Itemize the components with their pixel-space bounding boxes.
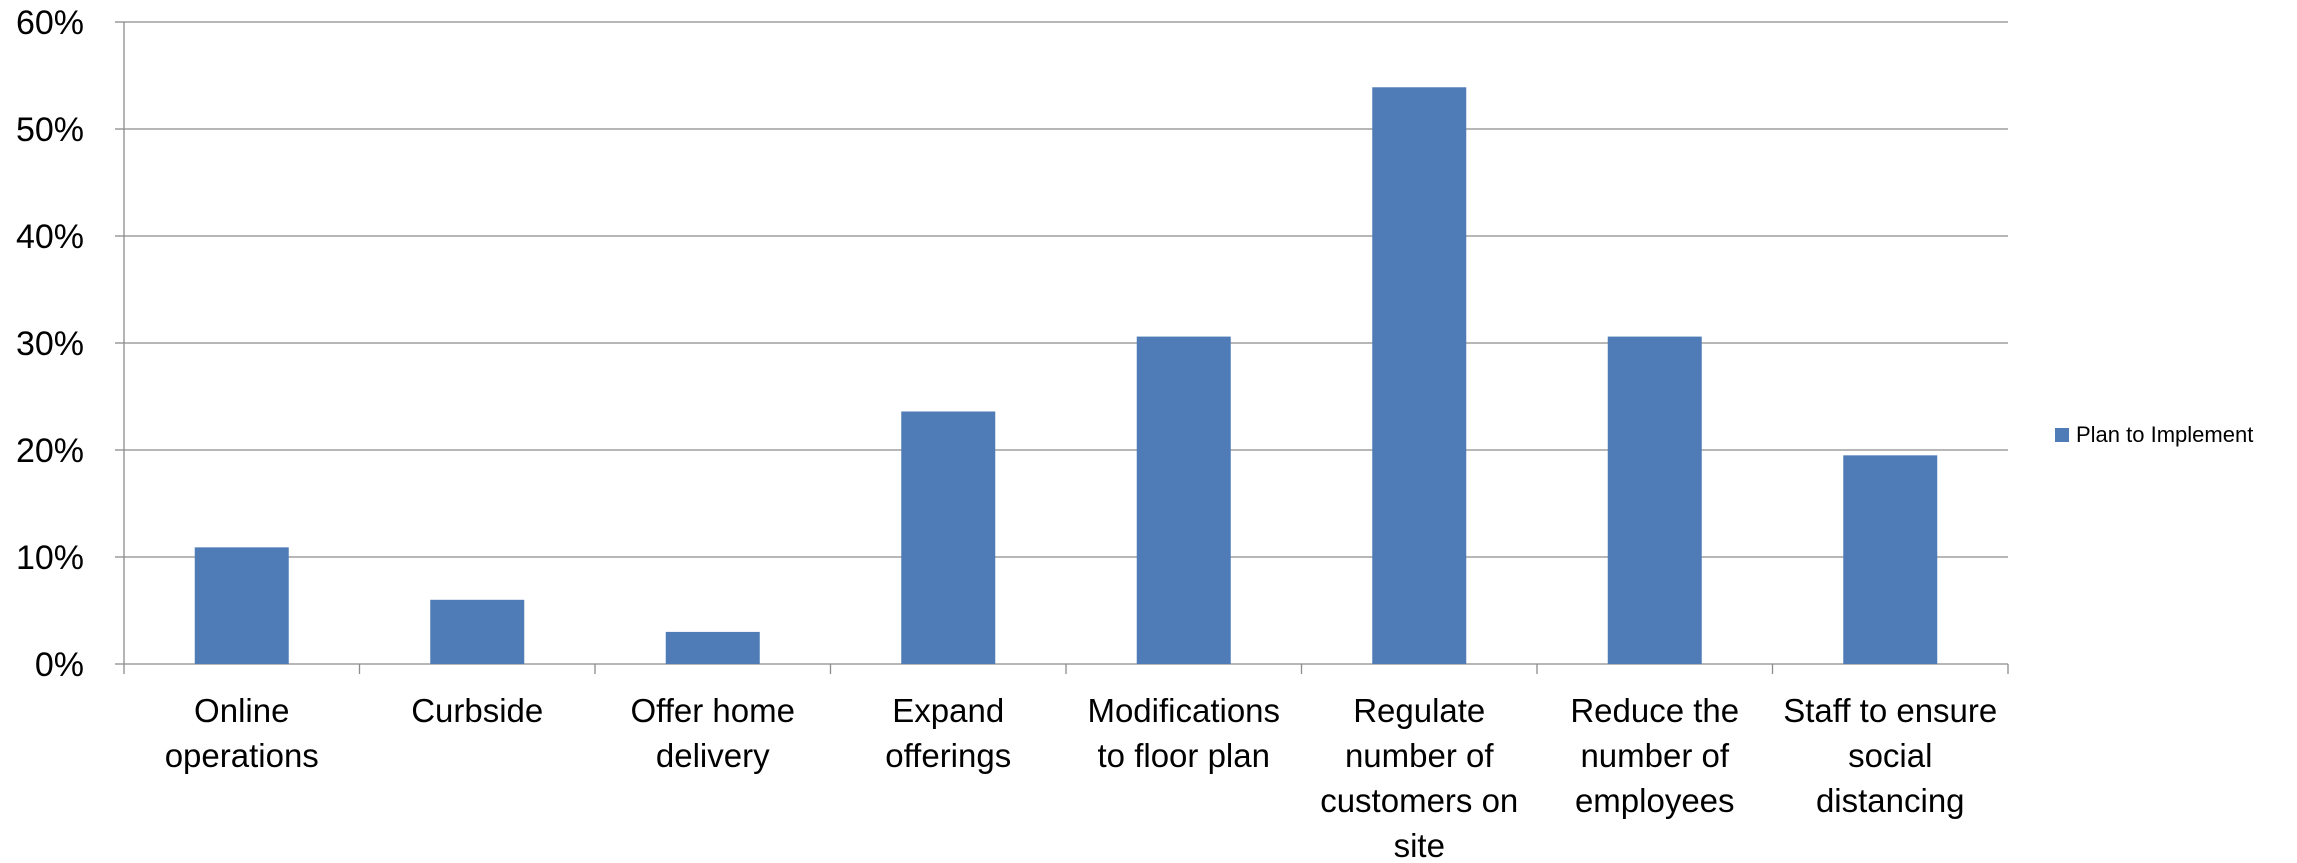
bar bbox=[1843, 455, 1938, 664]
legend-swatch bbox=[2055, 428, 2069, 442]
bar bbox=[1136, 336, 1231, 664]
x-axis: Online operations Curbside Offer home delive… bbox=[123, 663, 2009, 863]
y-tick-label: 0% bbox=[35, 646, 84, 684]
bar bbox=[1372, 87, 1467, 664]
x-tick-label-line: distancing bbox=[1816, 782, 1965, 819]
x-tick-label-line: delivery bbox=[656, 737, 770, 774]
y-tick-label: 10% bbox=[16, 539, 84, 577]
x-tick-label-line: Staff to ensure bbox=[1783, 692, 1997, 729]
bar bbox=[430, 599, 525, 664]
x-tick-label-line: number of bbox=[1580, 737, 1729, 774]
legend: Plan to Implement bbox=[2055, 422, 2253, 447]
x-tick-label-line: Regulate bbox=[1353, 692, 1485, 729]
y-tick-label: 40% bbox=[16, 218, 84, 256]
y-tick-label: 20% bbox=[16, 432, 84, 470]
y-axis: 0% 10% 20% 30% 40% 50% 60% bbox=[16, 4, 125, 684]
bar bbox=[901, 411, 996, 664]
x-tick-label-line: Expand bbox=[892, 692, 1004, 729]
y-tick-label: 60% bbox=[16, 4, 84, 42]
x-tick-label: Reduce the number of employees bbox=[1570, 692, 1739, 819]
x-tick-label: Expand offerings bbox=[885, 692, 1011, 774]
x-tick-label-line: operations bbox=[165, 737, 319, 774]
x-tick-label-line: social bbox=[1848, 737, 1932, 774]
x-tick-label-line: Curbside bbox=[411, 692, 543, 729]
x-tick-label-line: Offer home bbox=[631, 692, 795, 729]
x-tick-label: Online operations bbox=[165, 692, 319, 774]
legend-label: Plan to Implement bbox=[2076, 422, 2253, 447]
x-tick-label-line: offerings bbox=[885, 737, 1011, 774]
x-tick-label: Modifications to floor plan bbox=[1087, 692, 1280, 774]
x-tick-label: Regulate number of customers on site bbox=[1320, 692, 1518, 863]
y-tick-label: 50% bbox=[16, 111, 84, 149]
bars bbox=[194, 87, 1938, 664]
x-tick-label-line: Modifications bbox=[1087, 692, 1280, 729]
x-tick-label-line: customers on bbox=[1320, 782, 1518, 819]
bar bbox=[665, 631, 760, 664]
x-tick-label-line: Reduce the bbox=[1570, 692, 1739, 729]
x-tick-label-line: number of bbox=[1345, 737, 1494, 774]
gridlines bbox=[124, 21, 2008, 558]
x-tick-label-line: site bbox=[1394, 827, 1445, 863]
x-tick-label-line: employees bbox=[1575, 782, 1735, 819]
bar bbox=[194, 547, 289, 664]
x-tick-label: Offer home delivery bbox=[631, 692, 795, 774]
bar bbox=[1607, 336, 1702, 664]
x-tick-label: Curbside bbox=[411, 692, 543, 729]
x-tick-label-line: Online bbox=[194, 692, 289, 729]
x-tick-label-line: to floor plan bbox=[1098, 737, 1270, 774]
y-tick-label: 30% bbox=[16, 325, 84, 363]
x-tick-label: Staff to ensure social distancing bbox=[1783, 692, 1997, 819]
